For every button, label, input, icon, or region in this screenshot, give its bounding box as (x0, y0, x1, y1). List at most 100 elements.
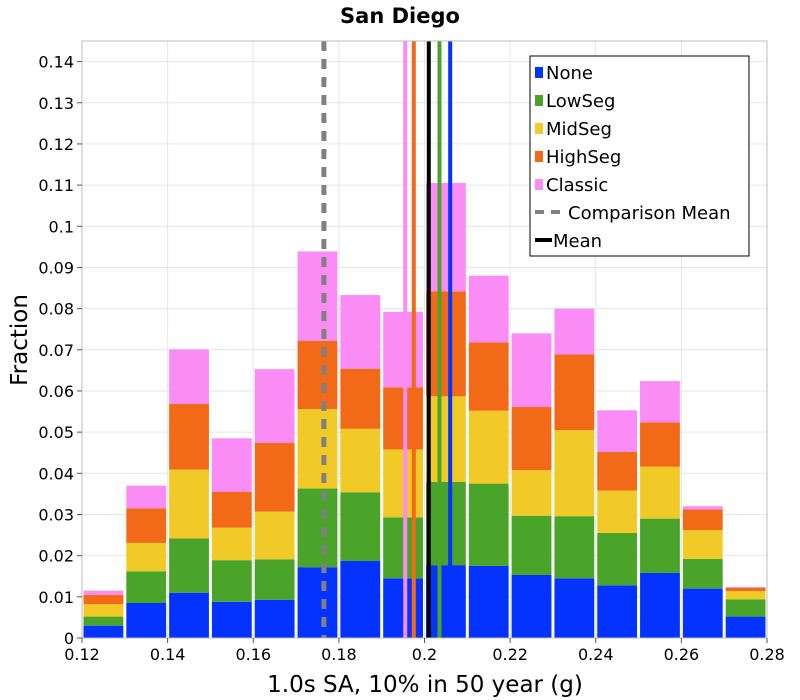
bar-midseg-12 (597, 490, 638, 534)
bar-lowseg-13 (640, 518, 680, 573)
y-tick-label: 0.06 (38, 382, 74, 401)
y-tick-label: 0.04 (38, 464, 74, 483)
bar-classic-12 (597, 410, 638, 452)
bar-none-6 (340, 561, 381, 638)
bar-midseg-10 (511, 470, 552, 516)
x-tick-label: 0.16 (235, 645, 271, 664)
legend-box (529, 55, 750, 257)
bar-lowseg-6 (340, 492, 381, 562)
bar-highseg-14 (682, 509, 723, 531)
bar-lowseg-12 (597, 533, 638, 586)
bar-none-14 (682, 588, 723, 638)
bar-none-13 (640, 572, 680, 638)
bar-classic-7 (383, 311, 423, 388)
bar-lowseg-2 (169, 538, 209, 593)
bar-highseg-4 (254, 442, 295, 512)
legend-label-classic: Classic (546, 175, 608, 196)
bar-classic-11 (554, 308, 595, 355)
bar-none-11 (554, 578, 595, 638)
bar-midseg-11 (554, 430, 595, 517)
mean-lines (321, 41, 453, 638)
y-tick-label: 0.05 (38, 423, 74, 442)
y-tick-label: 0.09 (38, 258, 74, 277)
legend-label-midseg: MidSeg (546, 119, 612, 140)
bar-highseg-7 (383, 387, 423, 450)
bar-highseg-5 (297, 340, 338, 410)
bar-lowseg-15 (725, 599, 766, 617)
legend-label-highseg: HighSeg (546, 147, 621, 168)
legend-swatch-classic (535, 179, 543, 190)
bar-highseg-8 (426, 291, 466, 397)
bar-midseg-14 (682, 530, 723, 559)
bar-lowseg-9 (468, 483, 509, 566)
legend-label-comparison-mean: Comparison Mean (568, 203, 731, 224)
bar-midseg-5 (297, 409, 338, 489)
chart-title: San Diego (340, 4, 460, 28)
y-tick-label: 0.07 (38, 341, 74, 360)
bar-midseg-13 (640, 466, 680, 519)
legend-swatch-midseg (535, 123, 543, 134)
x-tick-label: 0.22 (492, 645, 528, 664)
bar-classic-3 (211, 438, 252, 492)
bar-lowseg-5 (297, 488, 338, 568)
y-tick-label: 0.03 (38, 505, 74, 524)
y-tick-label: 0.08 (38, 300, 74, 319)
bar-lowseg-14 (682, 558, 723, 589)
bar-lowseg-11 (554, 516, 595, 579)
bar-classic-5 (297, 251, 338, 341)
bar-classic-8 (426, 183, 466, 292)
bar-midseg-6 (340, 428, 381, 493)
x-axis-ticks: 0.12 0.14 0.16 0.18 0.2 0.22 0.24 0.26 0.28 (64, 638, 785, 664)
legend: None LowSeg MidSeg HighSeg Classic Comparison… (529, 55, 750, 257)
bar-none-7 (383, 578, 423, 638)
bar-highseg-15 (725, 587, 766, 592)
y-tick-label: 0.12 (38, 135, 74, 154)
bar-lowseg-0 (83, 616, 124, 626)
legend-swatch-highseg (535, 151, 543, 162)
legend-swatch-lowseg (535, 95, 543, 106)
y-axis-ticks: 0 0.01 0.02 0.03 0.04 0.05 0.06 0.07 0.08 0.09 0.1… (38, 53, 82, 648)
bar-lowseg-7 (383, 517, 423, 579)
bar-none-12 (597, 585, 638, 638)
x-tick-label: 0.24 (578, 645, 614, 664)
bar-classic-13 (640, 381, 680, 423)
bar-classic-2 (169, 349, 209, 404)
bar-classic-14 (682, 506, 723, 510)
x-axis-label: 1.0s SA, 10% in 50 year (g) (267, 672, 583, 698)
bar-none-10 (511, 575, 552, 638)
bar-lowseg-3 (211, 560, 252, 602)
bar-midseg-2 (169, 469, 209, 539)
y-tick-label: 0.14 (38, 53, 74, 72)
bar-highseg-12 (597, 451, 638, 491)
x-tick-label: 0.12 (64, 645, 100, 664)
bar-highseg-13 (640, 422, 680, 467)
bar-none-15 (725, 616, 766, 638)
bar-highseg-0 (83, 594, 124, 605)
bar-classic-9 (468, 275, 509, 343)
bars (83, 183, 766, 638)
bar-classic-0 (83, 590, 124, 595)
bar-lowseg-4 (254, 559, 295, 600)
legend-swatch-none (535, 67, 543, 78)
bar-highseg-10 (511, 407, 552, 471)
bar-none-1 (126, 603, 167, 638)
bar-highseg-9 (468, 342, 509, 411)
bar-highseg-2 (169, 403, 209, 470)
bar-midseg-9 (468, 410, 509, 484)
x-tick-label: 0.2 (412, 645, 437, 664)
bar-midseg-15 (725, 591, 766, 600)
y-tick-label: 0.01 (38, 588, 74, 607)
bar-none-9 (468, 565, 509, 638)
bar-none-8 (426, 565, 466, 638)
bar-none-5 (297, 567, 338, 638)
y-tick-label: 0 (64, 629, 74, 648)
y-tick-label: 0.13 (38, 94, 74, 113)
bar-highseg-6 (340, 368, 381, 429)
legend-label-lowseg: LowSeg (546, 91, 615, 112)
bar-none-4 (254, 599, 295, 638)
y-tick-label: 0.11 (38, 176, 74, 195)
bar-classic-10 (511, 333, 552, 408)
bar-none-0 (83, 625, 124, 638)
bar-highseg-3 (211, 491, 252, 528)
